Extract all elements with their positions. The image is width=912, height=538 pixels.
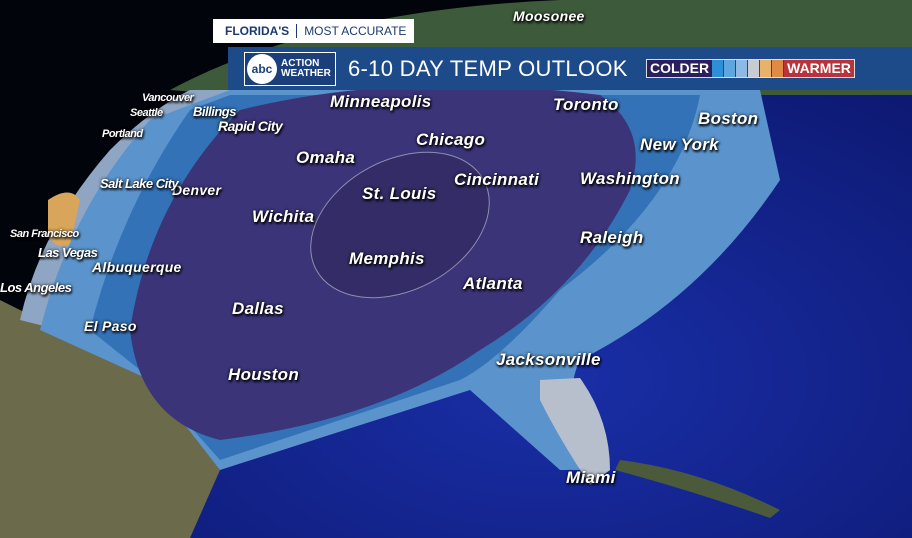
tagline-divider xyxy=(296,24,298,38)
cuba-land xyxy=(615,460,780,518)
city-label: Wichita xyxy=(252,207,315,226)
city-label: Dallas xyxy=(232,299,284,318)
city-label: Salt Lake City xyxy=(100,176,179,191)
city-label: El Paso xyxy=(84,318,137,334)
city-label: St. Louis xyxy=(362,184,437,203)
city-label: Minneapolis xyxy=(330,92,432,111)
legend-colder: COLDER xyxy=(647,60,713,77)
city-label: Seattle xyxy=(130,107,163,119)
city-label: Los Angeles xyxy=(0,280,72,295)
tagline-text: MOST ACCURATE xyxy=(304,24,407,38)
abc-logo: abc xyxy=(247,53,277,84)
city-label: Albuquerque xyxy=(92,259,182,275)
station-tagline: FLORIDA'S MOST ACCURATE xyxy=(213,19,414,43)
city-label: Portland xyxy=(102,128,143,140)
legend-swatch xyxy=(772,60,784,77)
tagline-bold: FLORIDA'S xyxy=(225,24,290,38)
legend-swatch xyxy=(760,60,772,77)
legend-swatch xyxy=(748,60,760,77)
city-label: Omaha xyxy=(296,148,356,167)
temp-legend: COLDER WARMER xyxy=(646,59,855,78)
city-label: Denver xyxy=(172,182,222,198)
city-label: San Francisco xyxy=(10,228,79,240)
city-label: Las Vegas xyxy=(38,245,98,260)
city-label: Houston xyxy=(228,365,300,384)
legend-swatch xyxy=(712,60,724,77)
city-label: Billings xyxy=(193,104,236,119)
city-label: New York xyxy=(640,135,719,154)
city-label: Atlanta xyxy=(463,274,523,293)
page-title: 6-10 DAY TEMP OUTLOOK xyxy=(348,55,628,81)
city-label: Washington xyxy=(580,169,680,188)
logo-line1: ACTION xyxy=(281,57,320,69)
city-label: Boston xyxy=(698,109,759,128)
title-banner: abc ACTION WEATHER 6-10 DAY TEMP OUTLOOK … xyxy=(228,47,912,90)
mexico-land xyxy=(0,300,220,538)
city-label: Chicago xyxy=(416,130,486,149)
city-label: Memphis xyxy=(349,249,425,268)
city-label: Miami xyxy=(566,468,616,487)
city-label: Raleigh xyxy=(580,228,644,247)
florida-peninsula xyxy=(540,378,610,485)
legend-swatch xyxy=(736,60,748,77)
legend-warmer: WARMER xyxy=(784,60,854,77)
logo-line2: WEATHER xyxy=(281,67,331,79)
logo-wordmark: ACTION WEATHER xyxy=(281,57,331,79)
city-label: Toronto xyxy=(553,95,619,114)
outlook-warm-spot xyxy=(48,192,80,247)
city-label: Jacksonville xyxy=(496,350,601,369)
city-label: Cincinnati xyxy=(454,170,540,189)
city-label: Vancouver xyxy=(142,92,194,104)
city-label: Rapid City xyxy=(218,118,283,134)
city-label: Moosonee xyxy=(513,8,585,24)
station-logo: abc ACTION WEATHER xyxy=(244,51,336,86)
legend-swatch xyxy=(724,60,736,77)
core-zone xyxy=(310,151,490,299)
